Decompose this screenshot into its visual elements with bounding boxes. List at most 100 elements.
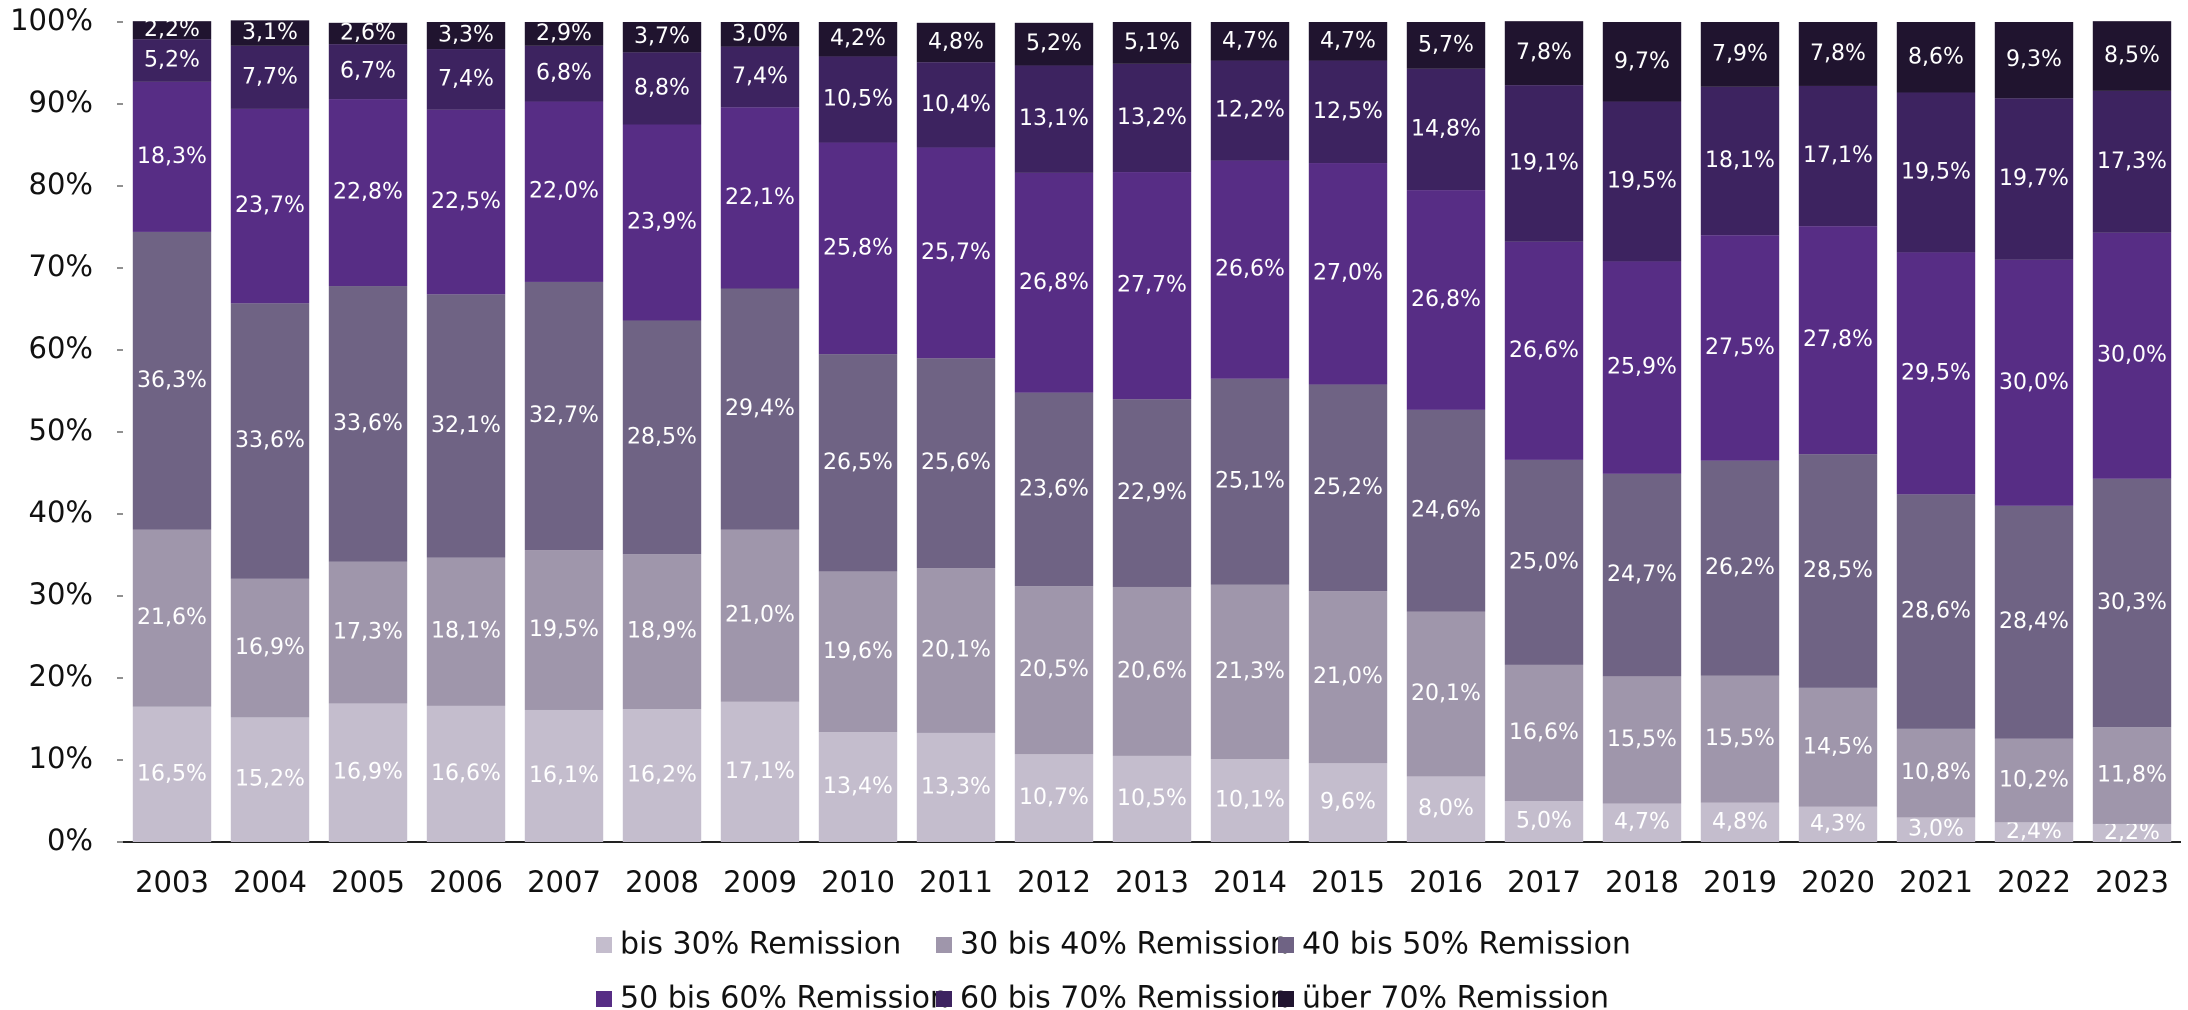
data-label: 27,7% bbox=[1117, 273, 1187, 298]
data-label: 20,1% bbox=[1411, 681, 1481, 706]
y-tick-label: 0% bbox=[47, 823, 93, 857]
data-label: 16,9% bbox=[235, 635, 305, 660]
data-label: 14,8% bbox=[1411, 116, 1481, 141]
data-label: 7,4% bbox=[732, 64, 788, 89]
data-label: 10,2% bbox=[1999, 768, 2069, 793]
data-label: 17,1% bbox=[1803, 143, 1873, 168]
data-label: 20,6% bbox=[1117, 658, 1187, 683]
bar-segment bbox=[622, 124, 702, 321]
bar-segment bbox=[1504, 21, 1584, 86]
bar-segment bbox=[1896, 494, 1976, 729]
data-label: 25,6% bbox=[921, 450, 991, 475]
bar-segment bbox=[916, 358, 996, 569]
bar-segment bbox=[230, 303, 310, 579]
data-label: 17,3% bbox=[2097, 149, 2167, 174]
x-tick-label: 2011 bbox=[919, 865, 993, 899]
x-tick-label: 2007 bbox=[527, 865, 601, 899]
bar-segment bbox=[1798, 85, 1878, 227]
data-label: 26,8% bbox=[1019, 270, 1089, 295]
legend-label: 60 bis 70% Remission bbox=[960, 981, 1289, 1010]
bar-segment bbox=[524, 101, 604, 282]
data-label: 4,7% bbox=[1320, 28, 1376, 53]
bar-segment bbox=[2092, 727, 2172, 824]
data-label: 25,9% bbox=[1607, 355, 1677, 380]
bar-segment bbox=[1112, 172, 1192, 400]
bar-segment bbox=[1504, 241, 1584, 460]
bar-segment bbox=[1308, 163, 1388, 385]
bar-segment bbox=[524, 22, 604, 46]
legend-label: 40 bis 50% Remission bbox=[1302, 927, 1631, 962]
bar-segment bbox=[1798, 806, 1878, 842]
bar-segment bbox=[818, 571, 898, 733]
data-label: 7,4% bbox=[438, 66, 494, 91]
data-label: 24,6% bbox=[1411, 498, 1481, 523]
y-tick-label: 20% bbox=[29, 659, 93, 693]
bar-segment bbox=[328, 22, 408, 45]
bar-segment bbox=[1896, 817, 1976, 842]
data-label: 27,5% bbox=[1705, 335, 1775, 360]
legend-label: 50 bis 60% Remission bbox=[620, 981, 949, 1010]
bar-segment bbox=[622, 709, 702, 842]
data-label: 15,5% bbox=[1607, 727, 1677, 752]
bar-segment bbox=[524, 281, 604, 551]
legend-swatch bbox=[936, 937, 952, 953]
data-label: 7,8% bbox=[1810, 41, 1866, 66]
data-label: 10,5% bbox=[823, 86, 893, 111]
data-label: 10,4% bbox=[921, 92, 991, 117]
data-label: 13,1% bbox=[1019, 106, 1089, 131]
data-label: 21,3% bbox=[1215, 659, 1285, 684]
data-label: 3,0% bbox=[732, 21, 788, 46]
bar-segment bbox=[1700, 675, 1780, 803]
data-label: 22,5% bbox=[431, 189, 501, 214]
bar-segment bbox=[916, 62, 996, 148]
bar-segment bbox=[524, 550, 604, 710]
x-tick-label: 2008 bbox=[625, 865, 699, 899]
bar-segment bbox=[132, 21, 212, 40]
data-label: 12,5% bbox=[1313, 99, 1383, 124]
x-tick-label: 2021 bbox=[1899, 865, 1973, 899]
data-label: 22,0% bbox=[529, 179, 599, 204]
data-label: 21,6% bbox=[137, 605, 207, 630]
data-label: 33,6% bbox=[333, 411, 403, 436]
bar-segment bbox=[132, 706, 212, 842]
data-label: 30,3% bbox=[2097, 590, 2167, 615]
data-label: 8,8% bbox=[634, 75, 690, 100]
bar-segment bbox=[720, 288, 800, 530]
bar-segment bbox=[230, 45, 310, 109]
legend-swatch bbox=[936, 991, 952, 1007]
x-tick-label: 2023 bbox=[2095, 865, 2169, 899]
bar-segment bbox=[1504, 459, 1584, 665]
data-label: 3,1% bbox=[242, 20, 298, 45]
x-tick-label: 2004 bbox=[233, 865, 307, 899]
data-label: 10,1% bbox=[1215, 788, 1285, 813]
data-label: 20,1% bbox=[921, 638, 991, 663]
bar-segment bbox=[622, 320, 702, 555]
data-label: 12,2% bbox=[1215, 98, 1285, 123]
x-tick-label: 2009 bbox=[723, 865, 797, 899]
bar-segment bbox=[1798, 454, 1878, 688]
data-label: 18,9% bbox=[627, 619, 697, 644]
bar-segment bbox=[1406, 22, 1486, 69]
data-label: 5,0% bbox=[1516, 809, 1572, 834]
x-tick-label: 2014 bbox=[1213, 865, 1287, 899]
data-label: 4,8% bbox=[928, 30, 984, 55]
data-label: 32,7% bbox=[529, 403, 599, 428]
bar-segment bbox=[1700, 86, 1780, 236]
bar-segment bbox=[524, 709, 604, 842]
bar-segment bbox=[230, 578, 310, 718]
y-tick-label: 90% bbox=[29, 85, 93, 119]
bar-segment bbox=[230, 717, 310, 842]
bar-segment bbox=[1994, 22, 2074, 99]
bar-segment bbox=[1308, 591, 1388, 764]
data-label: 19,7% bbox=[1999, 166, 2069, 191]
legend-swatch bbox=[1278, 991, 1294, 1007]
bar-segment bbox=[818, 354, 898, 572]
bar-segment bbox=[1308, 60, 1388, 164]
bar-segment bbox=[328, 561, 408, 704]
data-label: 21,0% bbox=[725, 603, 795, 628]
data-label: 10,5% bbox=[1117, 786, 1187, 811]
data-label: 22,9% bbox=[1117, 480, 1187, 505]
data-label: 16,6% bbox=[1509, 720, 1579, 745]
data-label: 27,8% bbox=[1803, 327, 1873, 352]
data-label: 19,5% bbox=[529, 617, 599, 642]
